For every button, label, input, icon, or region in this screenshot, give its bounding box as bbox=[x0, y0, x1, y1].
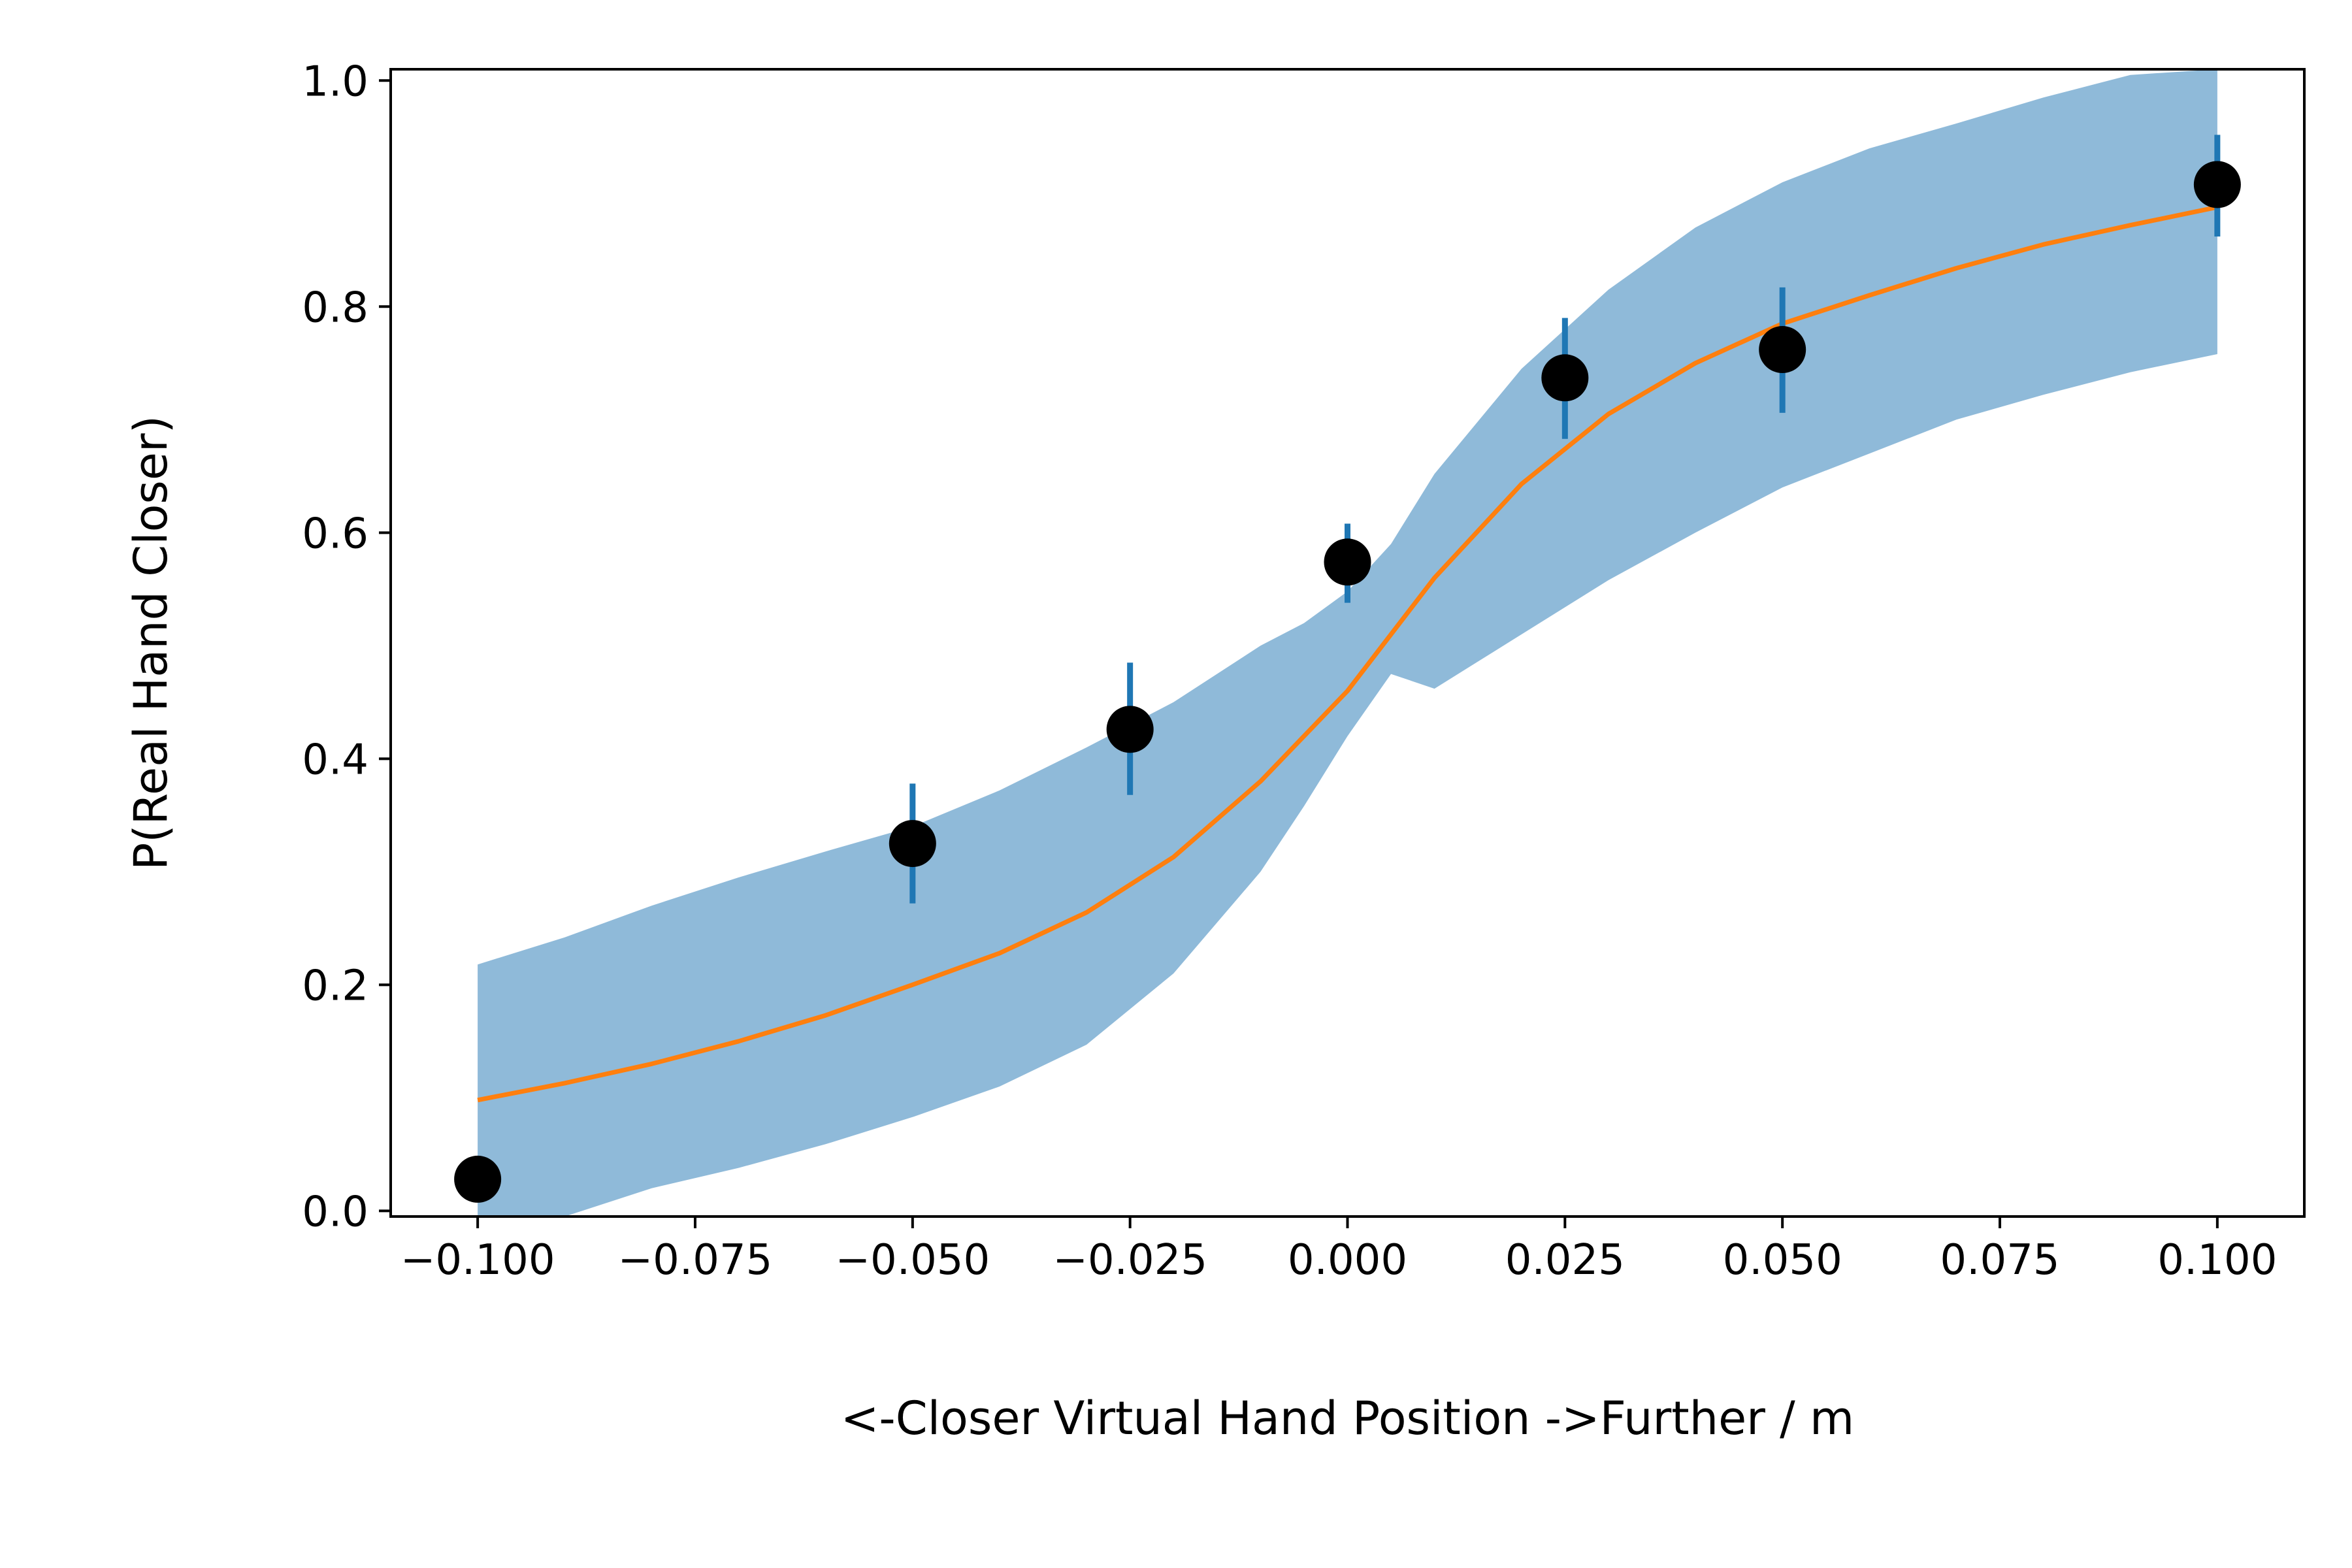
y-tick-label: 0.6 bbox=[302, 510, 368, 558]
y-tick-label: 0.0 bbox=[302, 1188, 368, 1236]
data-point bbox=[2193, 161, 2241, 208]
data-point bbox=[454, 1155, 502, 1203]
x-tick-label: −0.050 bbox=[835, 1236, 990, 1284]
x-tick-label: −0.100 bbox=[400, 1236, 555, 1284]
x-tick-label: 0.000 bbox=[1288, 1236, 1407, 1284]
data-point bbox=[1541, 354, 1589, 402]
x-tick-label: 0.100 bbox=[2157, 1236, 2277, 1284]
x-tick-label: 0.050 bbox=[1723, 1236, 1842, 1284]
x-axis-ticks: −0.100 −0.075 −0.050 −0.025 0.000 0.025 0.050 0… bbox=[400, 1217, 2277, 1284]
data-point bbox=[1759, 326, 1806, 374]
data-point-layer bbox=[454, 161, 2241, 1203]
y-axis-ticks: 0.0 0.2 0.4 0.6 0.8 1.0 bbox=[302, 57, 391, 1236]
y-tick-label: 0.8 bbox=[302, 284, 368, 332]
data-point bbox=[1106, 706, 1154, 753]
data-point bbox=[1324, 538, 1371, 586]
x-tick-label: 0.075 bbox=[1940, 1236, 2059, 1284]
fit-curve-layer bbox=[477, 204, 2218, 1103]
y-axis-label: P(Real Hand Closer) bbox=[124, 416, 178, 870]
x-axis-label: <-Closer Virtual Hand Position ->Further… bbox=[841, 1392, 1854, 1445]
fit-curve bbox=[477, 204, 2218, 1103]
y-tick-label: 1.0 bbox=[302, 57, 368, 106]
x-tick-label: 0.025 bbox=[1505, 1236, 1625, 1284]
x-tick-label: −0.075 bbox=[618, 1236, 773, 1284]
x-tick-label: −0.025 bbox=[1053, 1236, 1207, 1284]
data-point bbox=[889, 820, 936, 868]
y-tick-label: 0.2 bbox=[302, 962, 368, 1010]
y-tick-label: 0.4 bbox=[302, 736, 368, 784]
